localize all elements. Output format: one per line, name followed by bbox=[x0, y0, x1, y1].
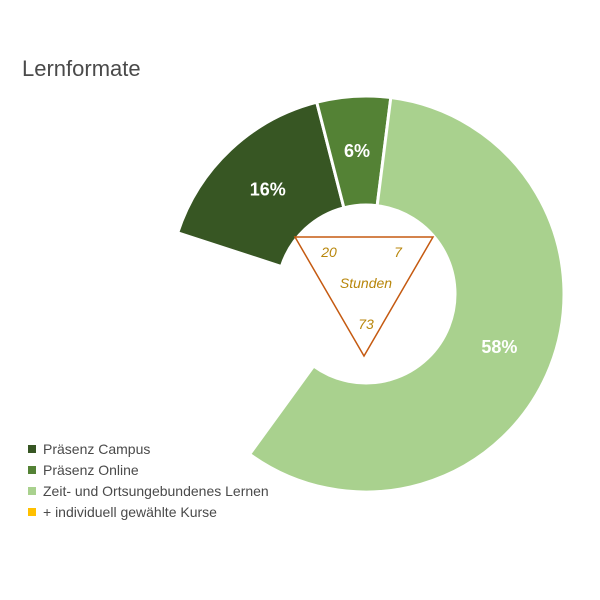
data-label-praesenz-campus: 16% bbox=[250, 179, 286, 199]
slice-individuell bbox=[167, 232, 314, 455]
hours-value-campus: 20 bbox=[320, 244, 337, 260]
legend-swatch bbox=[28, 486, 36, 495]
legend-swatch bbox=[28, 444, 36, 453]
data-label-zeit-ortsungebunden: 58% bbox=[481, 337, 517, 357]
hours-label: Stunden bbox=[340, 275, 392, 291]
legend-item-campus: Präsenz Campus bbox=[28, 438, 269, 459]
slice-praesenz-campus bbox=[175, 100, 346, 269]
data-label-praesenz-online: 6% bbox=[344, 141, 370, 161]
legend-item-independent: Zeit- und Ortsungebundenes Lernen bbox=[28, 480, 269, 501]
slice-zeit-ortsungebunden bbox=[247, 95, 566, 494]
hours-triangle bbox=[293, 236, 435, 358]
legend-label: Zeit- und Ortsungebundenes Lernen bbox=[43, 482, 269, 499]
center-annotation: 20 7 Stunden 73 bbox=[293, 236, 435, 358]
legend-item-online: Präsenz Online bbox=[28, 459, 269, 480]
hours-value-online: 7 bbox=[394, 244, 403, 260]
legend-label: Präsenz Online bbox=[43, 461, 139, 478]
legend-item-individual: + individuell gewählte Kurse bbox=[28, 501, 269, 522]
legend-label: Präsenz Campus bbox=[43, 440, 151, 457]
slice-labels: 16% 6% 58% bbox=[250, 141, 518, 357]
chart-legend: Präsenz Campus Präsenz Online Zeit- und … bbox=[28, 438, 269, 522]
legend-swatch bbox=[28, 507, 36, 516]
legend-swatch bbox=[28, 465, 36, 474]
doughnut-slices bbox=[167, 94, 566, 494]
legend-label: + individuell gewählte Kurse bbox=[43, 503, 217, 520]
chart-title: Lernformate bbox=[22, 56, 141, 81]
hours-value-independent: 73 bbox=[358, 316, 374, 332]
